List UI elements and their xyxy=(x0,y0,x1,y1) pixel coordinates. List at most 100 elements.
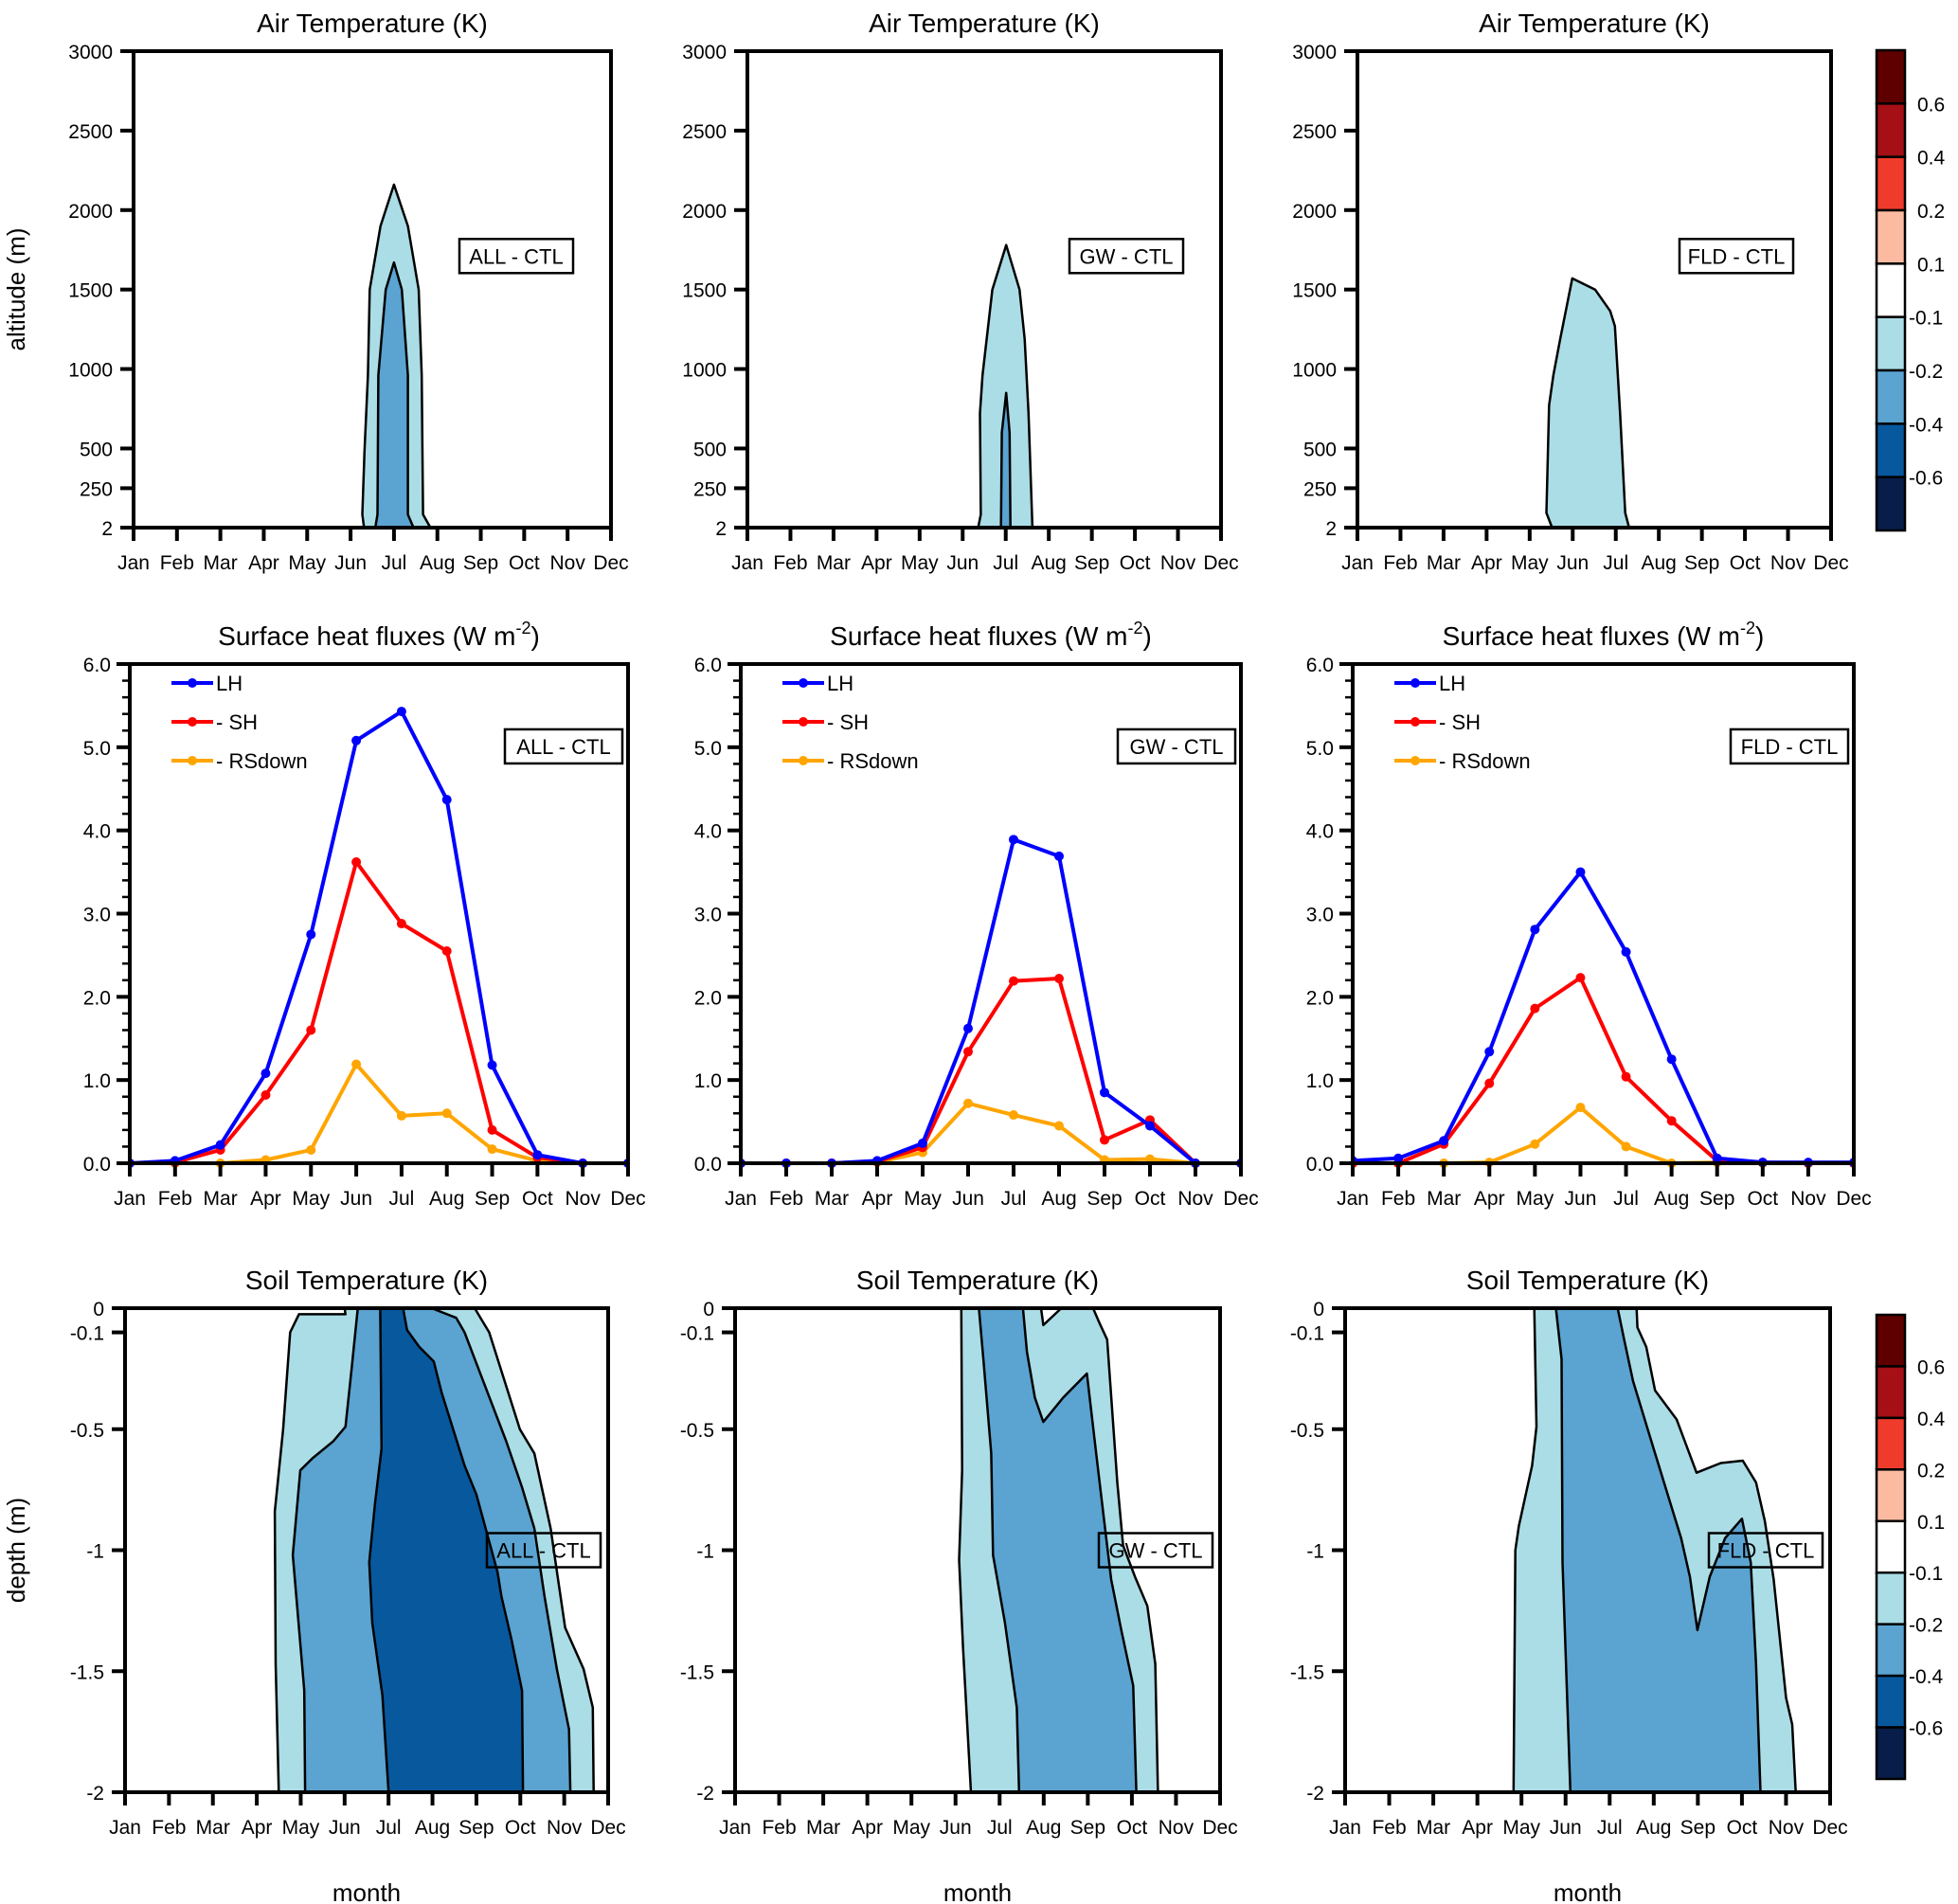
colorbar-label: -0.2 xyxy=(1909,361,1943,383)
data-point xyxy=(1009,976,1018,986)
title-end: ) xyxy=(1143,621,1152,651)
data-point xyxy=(963,1023,973,1033)
x-tick-label: Jun xyxy=(1550,1817,1582,1839)
data-point xyxy=(1530,1003,1540,1014)
x-tick-label: Feb xyxy=(158,1188,192,1210)
data-point xyxy=(396,707,406,717)
x-tick-label: Feb xyxy=(769,1188,803,1210)
panel-title: Surface heat fluxes (W m-2) xyxy=(830,619,1152,651)
experiment-label-box xyxy=(458,238,575,275)
colorbar-swatch xyxy=(1875,1726,1907,1781)
series-lh xyxy=(1353,867,1854,1168)
experiment-label: FLD - CTL xyxy=(1717,1539,1815,1563)
data-point xyxy=(1621,1071,1631,1082)
data-point xyxy=(396,1110,406,1121)
x-tick-label: Sep xyxy=(1074,552,1109,574)
title-superscript: -2 xyxy=(1128,619,1143,638)
x-tick-label: Oct xyxy=(505,1817,536,1839)
panel-title: Soil Temperature (K) xyxy=(856,1266,1099,1295)
x-tick-label: Aug xyxy=(1041,1188,1076,1210)
colorbar-swatch xyxy=(1875,315,1907,372)
x-tick-label: May xyxy=(288,552,326,574)
y-tick-label: 0 xyxy=(703,1299,714,1320)
plot-frame xyxy=(739,662,1243,1165)
panel-surface-heat-fluxes-2: Surface heat fluxes (W m-2) 0.0 1.0 2.0 3.0 4… xyxy=(1306,619,1872,1210)
data-point xyxy=(215,1140,225,1150)
x-tick-label: Dec xyxy=(590,1817,625,1839)
y-tick-label: 500 xyxy=(80,439,113,460)
x-tick-label: Feb xyxy=(773,552,807,574)
data-point xyxy=(1100,1087,1109,1098)
y-tick-label: 2 xyxy=(1325,518,1337,540)
y-tick-label: 0 xyxy=(93,1299,104,1320)
x-tick-label: Sep xyxy=(1684,552,1719,574)
series-line xyxy=(130,860,628,1165)
x-tick-label: Jul xyxy=(1001,1188,1027,1210)
data-point xyxy=(1054,1121,1064,1131)
data-point xyxy=(306,929,316,940)
data-point xyxy=(441,795,452,805)
x-tick-label: Feb xyxy=(152,1817,186,1839)
y-tick-label: 2.0 xyxy=(83,987,111,1009)
y-tick-label: 5.0 xyxy=(1306,738,1334,760)
y-tick-label: 2 xyxy=(715,518,727,540)
y-tick-label: 2000 xyxy=(1292,201,1337,223)
colorbar-label: -0.1 xyxy=(1909,1563,1943,1585)
y-tick-label: 3.0 xyxy=(1306,905,1334,926)
experiment-label: ALL - CTL xyxy=(469,244,563,268)
experiment-label-box xyxy=(1068,238,1185,275)
y-tick-label: 500 xyxy=(693,439,727,460)
y-tick-label: 5.0 xyxy=(83,738,111,760)
data-point xyxy=(1621,946,1631,957)
x-tick-label: Nov xyxy=(566,1188,602,1210)
colorbar-label: 0.2 xyxy=(1917,1460,1945,1482)
x-axis-label: month xyxy=(943,1878,1012,1904)
contour-region xyxy=(1545,277,1631,530)
legend-marker xyxy=(1410,717,1420,727)
panel-title: Surface heat fluxes (W m-2) xyxy=(218,619,540,651)
y-tick-label: -2 xyxy=(1306,1783,1324,1805)
series-sh xyxy=(1353,973,1854,1168)
x-tick-label: Oct xyxy=(1747,1188,1778,1210)
y-tick-label: 0.0 xyxy=(1306,1154,1334,1176)
x-tick-label: Jul xyxy=(993,552,1018,574)
series-line xyxy=(741,837,1241,1165)
x-tick-label: Dec xyxy=(1836,1188,1871,1210)
x-tick-label: Apr xyxy=(250,1188,281,1210)
x-tick-label: Aug xyxy=(1641,552,1676,574)
x-tick-label: May xyxy=(1502,1817,1540,1839)
y-tick-label: 1500 xyxy=(68,280,113,302)
data-point xyxy=(532,1150,543,1160)
y-tick-label: 4.0 xyxy=(83,821,111,843)
data-point xyxy=(918,1138,927,1148)
legend-label: LH xyxy=(1439,672,1465,695)
y-tick-label: -0.5 xyxy=(1290,1420,1324,1442)
legend-label: LH xyxy=(216,672,243,695)
panel-air-temperature-2: Air Temperature (K) 3000 2500 2000 1500 1000 5… xyxy=(1292,9,1848,574)
y-tick-label: 2500 xyxy=(68,121,113,143)
x-tick-label: Jul xyxy=(1603,552,1628,574)
x-tick-label: Dec xyxy=(1202,1817,1237,1839)
y-tick-label: 1.0 xyxy=(694,1070,722,1092)
x-tick-label: Nov xyxy=(1160,552,1196,574)
x-tick-label: Mar xyxy=(204,552,238,574)
y-tick-label: 3000 xyxy=(68,42,113,63)
x-tick-label: Sep xyxy=(463,552,498,574)
x-tick-label: Feb xyxy=(1372,1817,1406,1839)
y-tick-label: 4.0 xyxy=(1306,821,1334,843)
plot-frame xyxy=(1351,662,1856,1165)
x-tick-label: Mar xyxy=(196,1817,230,1839)
y-tick-label: 6.0 xyxy=(1306,655,1334,676)
data-point xyxy=(441,1108,452,1119)
colorbar-label: -0.2 xyxy=(1909,1615,1943,1637)
x-tick-label: Dec xyxy=(1812,1817,1847,1839)
panel-title: Soil Temperature (K) xyxy=(245,1266,488,1295)
y-tick-label: 2500 xyxy=(682,121,727,143)
x-tick-label: Apr xyxy=(861,552,892,574)
x-tick-label: May xyxy=(904,1188,942,1210)
y-tick-label: 250 xyxy=(80,478,113,500)
x-tick-label: Sep xyxy=(1680,1817,1715,1839)
x-tick-label: Apr xyxy=(862,1188,893,1210)
colorbar-label: -0.4 xyxy=(1909,1666,1944,1688)
